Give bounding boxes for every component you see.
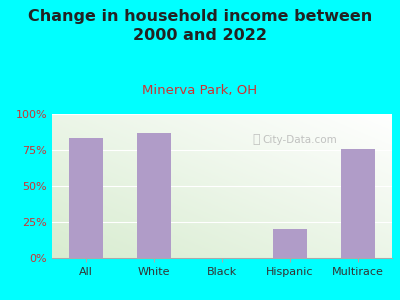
Bar [137, 133, 171, 258]
Text: Minerva Park, OH: Minerva Park, OH [142, 84, 258, 97]
Text: City-Data.com: City-Data.com [263, 135, 338, 145]
Bar [69, 139, 103, 258]
Text: ⦿: ⦿ [252, 134, 260, 146]
Text: Change in household income between
2000 and 2022: Change in household income between 2000 … [28, 9, 372, 43]
Bar [273, 229, 307, 258]
Bar [341, 148, 375, 258]
